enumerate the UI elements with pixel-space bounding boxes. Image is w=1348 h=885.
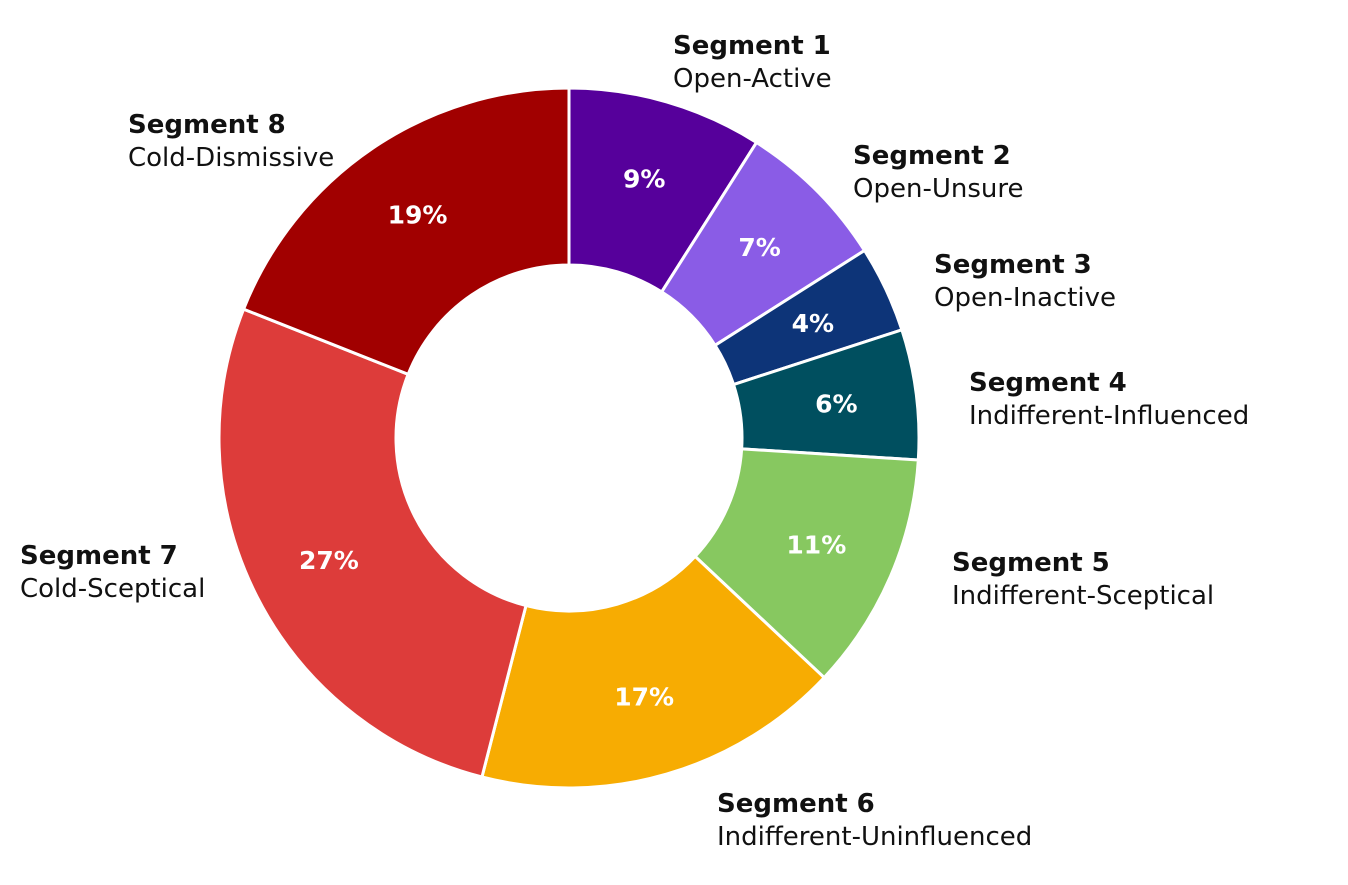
percent-label-segment-3: 4% (792, 309, 834, 338)
segment-title-5: Segment 5 (952, 548, 1110, 578)
segment-title-2: Segment 2 (853, 141, 1011, 171)
segment-title-1: Segment 1 (673, 31, 831, 61)
percent-label-segment-1: 9% (623, 165, 665, 194)
segment-subtitle-1: Open-Active (673, 64, 832, 94)
segment-title-4: Segment 4 (969, 368, 1127, 398)
percent-label-segment-8: 19% (388, 201, 448, 230)
segment-subtitle-4: Indifferent-Influenced (969, 401, 1249, 431)
segment-subtitle-5: Indifferent-Sceptical (952, 581, 1214, 611)
segment-subtitle-2: Open-Unsure (853, 174, 1023, 204)
segment-title-3: Segment 3 (934, 250, 1092, 280)
percent-label-segment-6: 17% (614, 682, 674, 711)
percent-label-segment-5: 11% (786, 531, 846, 560)
donut-slices (217, 86, 921, 790)
segment-title-7: Segment 7 (20, 541, 178, 571)
segment-subtitle-6: Indifferent-Uninfluenced (717, 822, 1032, 852)
segment-subtitle-7: Cold-Sceptical (20, 574, 205, 604)
donut-slice-segment-8 (241, 86, 571, 377)
donut-slice-segment-6 (480, 554, 827, 790)
donut-slice-segment-7 (217, 307, 528, 779)
percent-label-segment-7: 27% (299, 546, 359, 575)
percentage-labels: 9% 7% 4% 6% 11% 17% 27% 19% (299, 165, 858, 712)
percent-label-segment-2: 7% (738, 233, 780, 262)
segment-subtitle-3: Open-Inactive (934, 283, 1116, 313)
segment-title-6: Segment 6 (717, 789, 875, 819)
segment-subtitle-8: Cold-Dismissive (128, 143, 334, 173)
donut-slice-segment-5 (692, 447, 920, 680)
segment-title-8: Segment 8 (128, 110, 286, 140)
percent-label-segment-4: 6% (815, 390, 857, 419)
